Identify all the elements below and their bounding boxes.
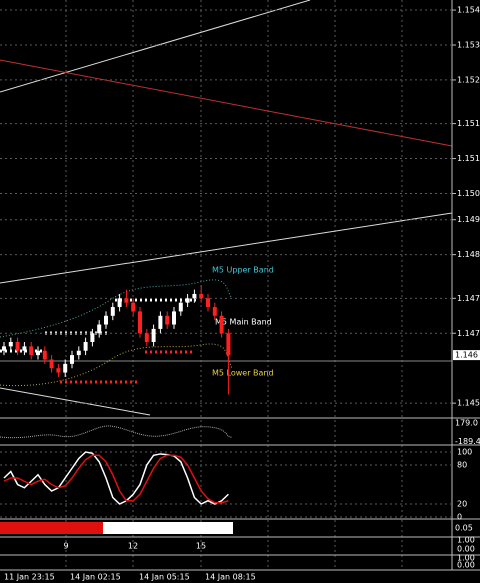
trendline <box>0 212 453 284</box>
band-label: M5 Upper Band <box>212 266 274 275</box>
cci-line <box>0 425 233 439</box>
y-tick-label: 1.149 <box>457 215 480 224</box>
candle-body <box>117 298 122 308</box>
candle-body <box>42 350 47 360</box>
candle-body <box>138 311 142 334</box>
panel-x-label: 12 <box>128 542 138 551</box>
hist-tick-label: 0.05 <box>455 524 473 533</box>
candle-body <box>70 355 74 364</box>
panel-tick-label: 0.00 <box>457 545 475 554</box>
stoch-tick-label: 80 <box>457 461 467 470</box>
trendline <box>0 0 311 93</box>
last-price-label: 1.146 <box>455 351 478 360</box>
grid-vertical <box>65 0 403 570</box>
y-tick-label: 1.147 <box>457 294 480 303</box>
x-label: 11 Jan 23:15 <box>4 573 55 582</box>
stoch-tick-label: 100 <box>457 448 472 457</box>
candle-body <box>36 350 40 356</box>
candle-body <box>178 302 183 312</box>
candle-body <box>29 346 34 356</box>
cci-tick-label: 179.0 <box>455 419 478 428</box>
trendline <box>0 387 151 416</box>
x-label: 14 Jan 02:15 <box>70 573 121 582</box>
candle-body <box>83 342 88 351</box>
candle-body <box>15 342 20 351</box>
candle-body <box>212 307 217 316</box>
candle-body <box>76 350 81 356</box>
candle-body <box>56 368 61 373</box>
band-label: M5 Lower Band <box>212 369 274 378</box>
trendline <box>0 59 453 147</box>
candle-body <box>49 359 54 369</box>
y-tick-label: 1.153 <box>457 40 480 49</box>
stoch-tick-label: 20 <box>457 500 467 509</box>
y-tick-label: 1.150 <box>457 189 480 198</box>
stoch-line <box>3 454 229 504</box>
panel-tick-label: 0.00 <box>457 561 475 570</box>
candle-body <box>97 324 102 334</box>
candle-body <box>151 328 156 342</box>
last-price-box <box>453 350 480 361</box>
candle-body <box>124 298 129 303</box>
panel-tick-label: 1.00 <box>457 536 475 545</box>
candle-body <box>8 342 13 347</box>
candle-body <box>172 311 176 325</box>
band-label: M5 Main Band <box>215 318 272 327</box>
candle-body <box>226 333 231 356</box>
panel-x-label: 9 <box>63 542 68 551</box>
candle-body <box>110 307 115 316</box>
candle-body <box>131 302 136 312</box>
candle-body <box>22 346 27 351</box>
candle-body <box>104 315 108 325</box>
candle-body <box>158 315 163 329</box>
candle-body <box>90 333 95 342</box>
y-tick-label: 1.154 <box>457 6 480 15</box>
candle-body <box>206 298 210 308</box>
candle-body <box>199 293 204 299</box>
candle-body <box>219 315 224 334</box>
cci-tick-label: -189.4 <box>455 437 480 446</box>
panel-x-label: 15 <box>196 542 206 551</box>
candle-body <box>144 333 149 342</box>
candle-body <box>185 298 190 303</box>
x-label: 14 Jan 08:15 <box>205 573 256 582</box>
candle-body <box>165 315 170 325</box>
histogram-white <box>103 522 233 534</box>
y-tick-label: 1.148 <box>457 250 480 259</box>
y-tick-label: 1.151 <box>457 119 480 128</box>
y-tick-label: 1.151 <box>457 154 480 163</box>
candle-body <box>2 346 6 351</box>
upper-band <box>0 279 233 338</box>
candle-body <box>63 363 68 373</box>
stoch-tick-label: 0 <box>457 513 462 522</box>
y-tick-label: 1.152 <box>457 75 480 84</box>
panel-tick-label: 1.00 <box>457 554 475 563</box>
y-tick-label: 1.145 <box>457 399 480 408</box>
candle-body <box>192 293 197 299</box>
x-label: 14 Jan 05:15 <box>139 573 190 582</box>
histogram-red <box>0 522 103 534</box>
y-tick-label: 1.147 <box>457 329 480 338</box>
